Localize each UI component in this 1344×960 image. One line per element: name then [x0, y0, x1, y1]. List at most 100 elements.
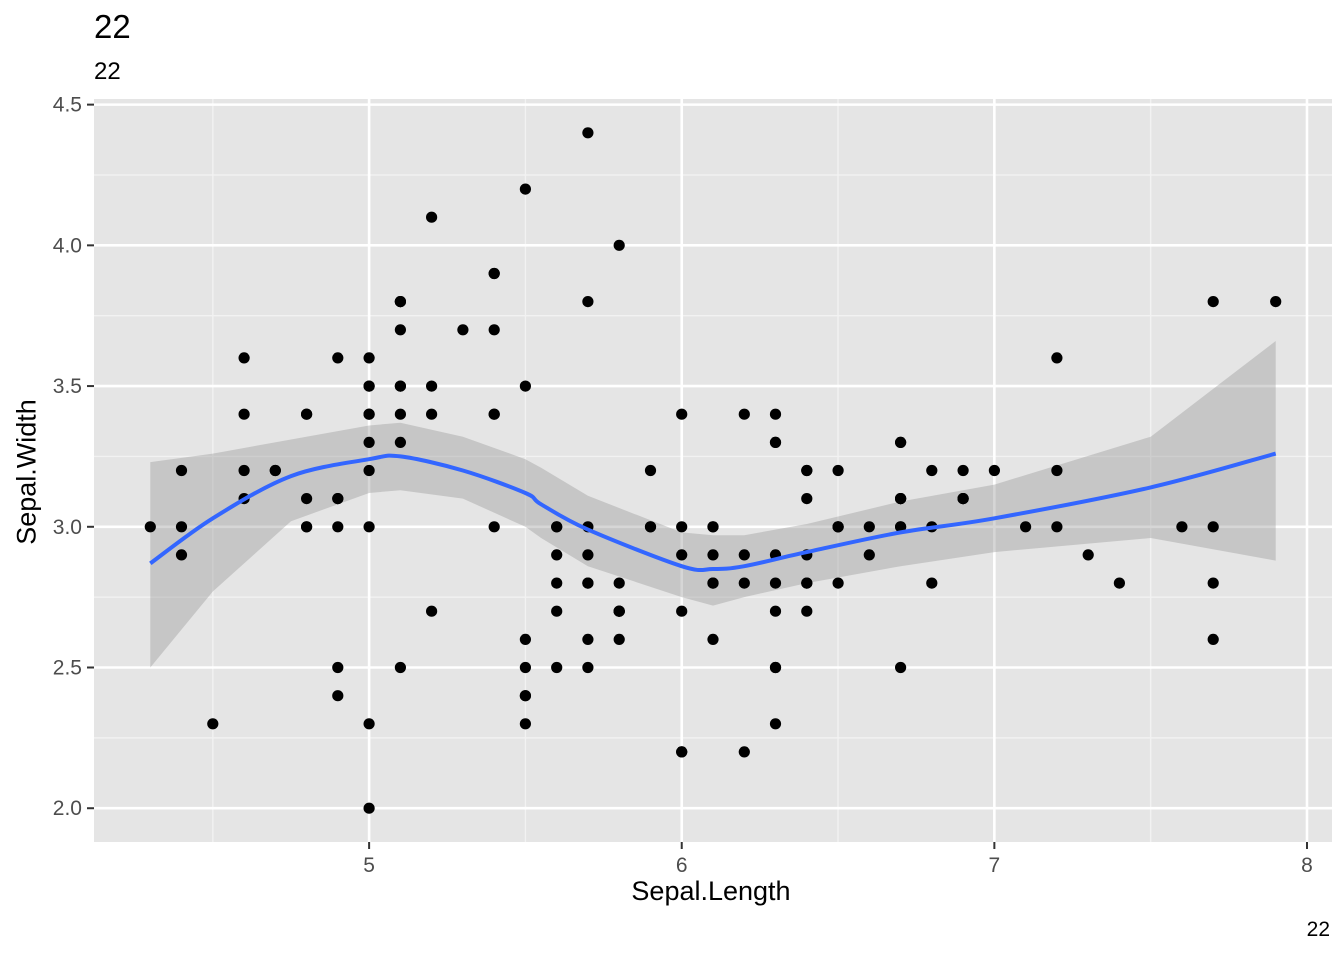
data-point [582, 633, 594, 646]
data-point [676, 605, 688, 617]
data-point [1051, 521, 1063, 533]
data-points [144, 127, 1282, 814]
data-point [769, 718, 782, 730]
data-point [1270, 296, 1282, 308]
data-point [488, 408, 500, 420]
data-point [582, 549, 594, 561]
data-point [519, 633, 532, 646]
data-point [644, 464, 657, 477]
data-point [644, 521, 657, 533]
y-axis-label: Sepal.Width [11, 399, 42, 545]
data-point [769, 605, 782, 617]
data-point [363, 521, 375, 533]
data-point [394, 380, 406, 392]
data-point [363, 408, 375, 420]
data-point [363, 380, 375, 392]
data-point [769, 408, 782, 420]
data-point [394, 661, 406, 674]
plot-panel [94, 99, 1332, 842]
data-point [613, 577, 625, 589]
data-point [394, 324, 406, 336]
data-point [926, 464, 938, 477]
data-point [582, 577, 594, 589]
x-tick-label: 8 [1301, 854, 1313, 877]
data-point [175, 521, 188, 533]
chart-subtitle: 22 [94, 58, 121, 85]
data-point [426, 211, 438, 223]
data-point [144, 521, 156, 533]
data-point [363, 436, 375, 448]
data-point [863, 521, 875, 533]
data-point [551, 605, 563, 617]
data-point [801, 464, 813, 477]
data-point [175, 549, 188, 561]
data-point [769, 436, 782, 448]
data-point [738, 746, 750, 758]
x-axis: 5 6 7 8 [363, 842, 1313, 877]
y-tick-label: 3.0 [53, 516, 82, 539]
data-point [519, 183, 532, 195]
data-point [832, 521, 844, 533]
data-point [1020, 521, 1032, 533]
data-point [676, 408, 688, 420]
data-point [488, 324, 500, 336]
data-point [676, 746, 688, 758]
data-point [926, 577, 938, 589]
data-point [895, 521, 907, 533]
data-point [613, 633, 625, 646]
data-point [551, 661, 563, 674]
data-point [957, 464, 969, 477]
x-tick-label: 7 [989, 854, 1001, 877]
x-tick-label: 6 [676, 854, 688, 877]
data-point [1207, 633, 1219, 646]
data-point [551, 549, 563, 561]
data-point [519, 718, 532, 730]
data-point [301, 493, 313, 505]
chart-caption: 22 [1306, 918, 1330, 941]
data-point [676, 521, 688, 533]
data-point [801, 605, 813, 617]
data-point [582, 296, 594, 308]
data-point [238, 464, 250, 477]
data-point [551, 521, 563, 533]
data-point [988, 464, 1001, 477]
data-point [676, 549, 688, 561]
data-point [863, 549, 875, 561]
y-tick-label: 3.5 [53, 375, 82, 398]
data-point [738, 549, 750, 561]
data-point [238, 352, 250, 364]
data-point [519, 690, 532, 702]
data-point [238, 408, 250, 420]
data-point [1207, 577, 1219, 589]
y-axis: 2.0 2.5 3.0 3.5 4.0 4.5 [53, 94, 94, 820]
data-point [707, 549, 719, 561]
data-point [426, 380, 438, 392]
data-point [707, 521, 719, 533]
y-tick-label: 4.5 [53, 94, 82, 117]
y-tick-label: 2.5 [53, 657, 82, 680]
data-point [832, 464, 844, 477]
data-point [519, 380, 532, 392]
x-tick-label: 5 [363, 854, 375, 877]
data-point [1207, 296, 1219, 308]
data-point [332, 661, 344, 674]
data-point [769, 577, 782, 589]
data-point [519, 661, 532, 674]
data-point [426, 605, 438, 617]
data-point [175, 464, 188, 477]
data-point [707, 633, 719, 646]
data-point [363, 464, 375, 477]
data-point [1207, 521, 1219, 533]
data-point [582, 661, 594, 674]
data-point [363, 352, 375, 364]
data-point [832, 577, 844, 589]
data-point [269, 464, 281, 477]
confidence-ribbon [150, 341, 1276, 668]
data-point [613, 239, 625, 251]
data-point [301, 521, 313, 533]
data-point [738, 408, 750, 420]
data-point [769, 661, 782, 674]
data-point [738, 577, 750, 589]
data-point [394, 408, 406, 420]
